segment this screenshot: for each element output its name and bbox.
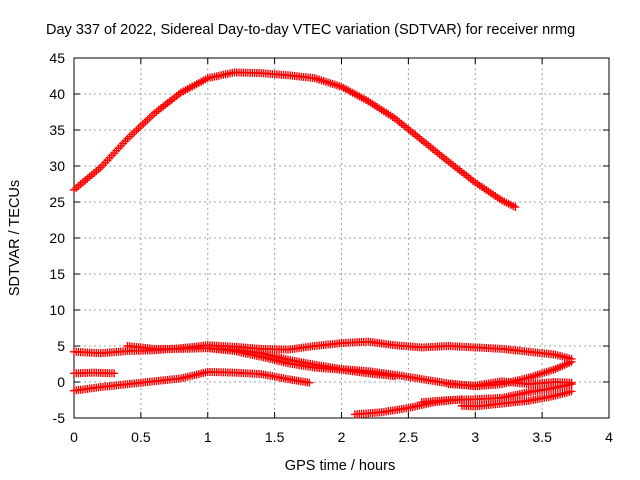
- data-point: [567, 380, 576, 389]
- x-tick-label: 0: [70, 429, 78, 445]
- y-tick-label: 35: [49, 122, 65, 138]
- y-tick-label: 5: [57, 338, 65, 354]
- grid: [74, 58, 609, 418]
- x-tick-label: 2: [338, 429, 346, 445]
- x-tick-label: 1.5: [265, 429, 285, 445]
- series-sat-e: [70, 367, 314, 395]
- y-axis-label: SDTVAR / TECUs: [7, 180, 23, 296]
- series-sat-j: [350, 395, 466, 419]
- y-tick-label: 0: [57, 374, 65, 390]
- data-point: [457, 395, 466, 404]
- series-sat-i: [457, 387, 576, 411]
- data-point: [110, 369, 119, 378]
- x-tick-label: 4: [605, 429, 613, 445]
- data-point: [567, 357, 576, 366]
- series-sat-g: [444, 377, 576, 390]
- data-point: [511, 203, 520, 212]
- y-axis: -5 0 5 10 15 20 25 30 35 40 45: [49, 50, 609, 426]
- chart-title: Day 337 of 2022, Sidereal Day-to-day VTE…: [46, 22, 575, 38]
- x-tick-label: 3: [471, 429, 479, 445]
- y-tick-label: 15: [49, 266, 65, 282]
- x-tick-label: 2.5: [399, 429, 419, 445]
- x-tick-label: 1: [204, 429, 212, 445]
- data-point: [567, 387, 576, 396]
- y-tick-label: 25: [49, 194, 65, 210]
- y-tick-label: -5: [53, 410, 66, 426]
- data-point: [305, 378, 314, 387]
- series-sat-a: [70, 68, 520, 212]
- x-axis-label: GPS time / hours: [285, 458, 395, 474]
- y-tick-label: 30: [49, 158, 65, 174]
- series-sat-f: [203, 344, 576, 391]
- y-tick-label: 20: [49, 230, 65, 246]
- y-tick-label: 10: [49, 302, 65, 318]
- y-tick-label: 40: [49, 86, 65, 102]
- data-series: [70, 68, 576, 419]
- x-tick-label: 3.5: [532, 429, 552, 445]
- x-axis: 0 0.5 1 1.5 2 2.5 3 3.5 4: [70, 58, 613, 445]
- x-tick-label: 0.5: [131, 429, 151, 445]
- y-tick-label: 45: [49, 50, 65, 66]
- series-sat-d: [70, 368, 119, 378]
